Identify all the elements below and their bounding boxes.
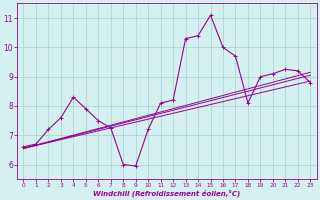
X-axis label: Windchill (Refroidissement éolien,°C): Windchill (Refroidissement éolien,°C) bbox=[93, 189, 241, 197]
